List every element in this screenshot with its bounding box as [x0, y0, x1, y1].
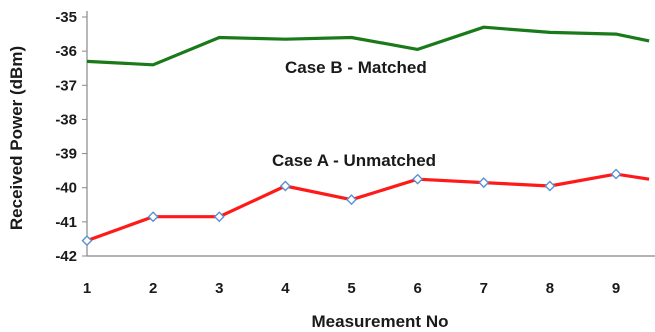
- x-tick-label: 3: [215, 280, 223, 297]
- data-point-marker: [279, 180, 291, 192]
- y-tick-label: -42: [55, 248, 77, 265]
- data-point-marker: [610, 168, 622, 180]
- x-tick-label: 4: [281, 280, 290, 297]
- y-axis-ticks: -35 -36 -37 -38 -39 -40 -41 -42: [55, 9, 87, 265]
- x-tick-label: 8: [546, 280, 554, 297]
- annotation-case-b: Case B - Matched: [285, 58, 427, 77]
- y-tick-label: -36: [55, 43, 77, 60]
- axes: [86, 11, 655, 257]
- y-tick-label: -37: [55, 77, 77, 94]
- y-tick-label: -41: [55, 214, 77, 231]
- series-layer: [81, 25, 650, 247]
- data-point-marker: [81, 235, 93, 247]
- data-point-marker: [147, 211, 159, 223]
- x-tick-label: 9: [612, 280, 620, 297]
- data-point-marker: [346, 194, 357, 206]
- series-line-case-b: [86, 25, 650, 67]
- x-tick-label: 2: [149, 280, 157, 297]
- y-tick-label: -38: [55, 111, 77, 128]
- x-tick-label: 7: [480, 280, 488, 297]
- y-tick-label: -39: [55, 146, 77, 163]
- y-tick-label: -35: [55, 9, 77, 26]
- data-point-marker: [213, 211, 225, 223]
- x-axis-title: Measurement No: [312, 312, 449, 331]
- data-point-marker: [544, 180, 556, 192]
- data-point-marker: [478, 177, 490, 189]
- annotations: Case B - Matched Case A - Unmatched: [272, 58, 436, 170]
- series-line-case-a: [86, 172, 650, 243]
- data-point-marker: [412, 173, 424, 185]
- x-axis-ticks: 1 2 3 4 5 6 7 8 9: [83, 280, 620, 297]
- x-tick-label: 6: [413, 280, 421, 297]
- y-axis-title: Received Power (dBm): [7, 46, 26, 230]
- y-tick-label: -40: [55, 180, 77, 197]
- x-tick-label: 1: [83, 280, 91, 297]
- annotation-case-a: Case A - Unmatched: [272, 151, 436, 170]
- x-tick-label: 5: [347, 280, 355, 297]
